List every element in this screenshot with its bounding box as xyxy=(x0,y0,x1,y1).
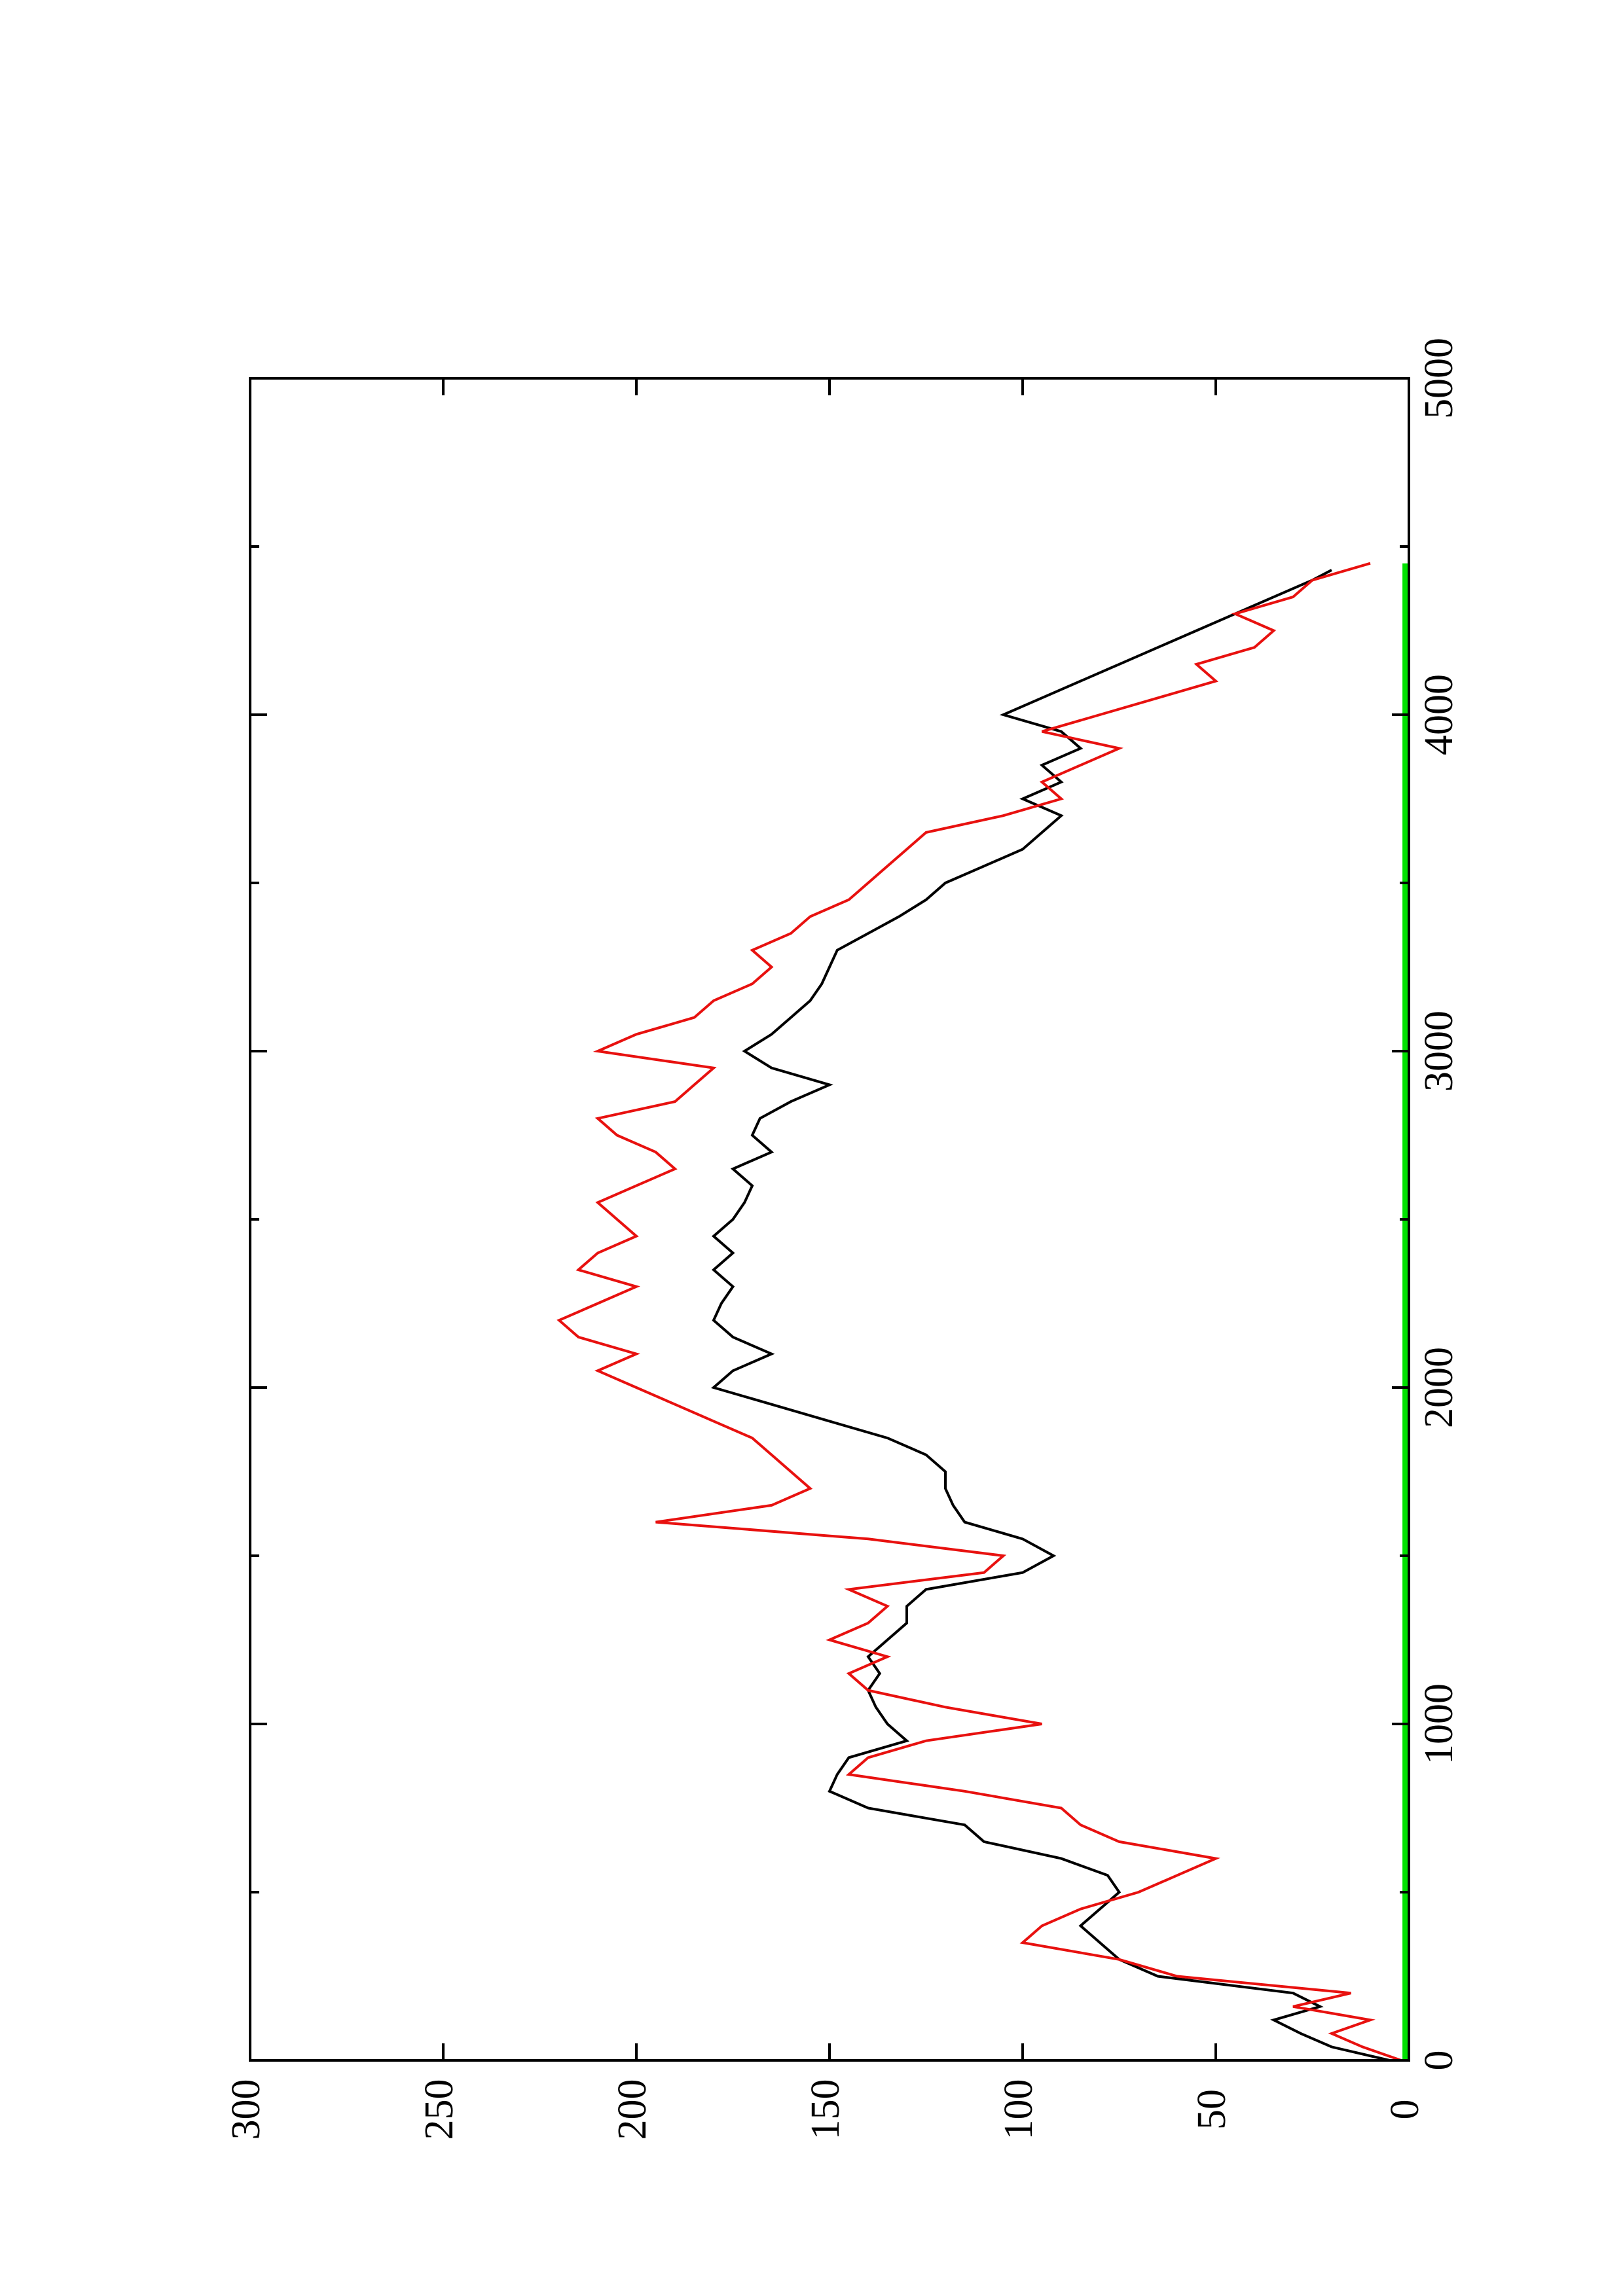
tick-labels-layer: 0 1000 2000 3000 4000 5000 0 50 100 150 200 250 300 xyxy=(224,338,1461,2140)
x-tick-label: 1000 xyxy=(1417,1683,1461,1765)
x-tick-label: 3000 xyxy=(1417,1011,1461,1092)
ticks-layer xyxy=(249,377,1410,2062)
series-line-1 xyxy=(710,569,1390,2062)
plot-area: 0 1000 2000 3000 4000 5000 0 50 100 150 200 250 300 xyxy=(224,338,1461,2140)
y-tick-label: 200 xyxy=(610,2079,655,2140)
y-tick-label: 0 xyxy=(1383,2100,1427,2120)
y-tick-label: 100 xyxy=(996,2079,1041,2140)
x-tick-label: 5000 xyxy=(1417,338,1461,419)
x-tick-label: 4000 xyxy=(1417,674,1461,755)
y-tick-label: 250 xyxy=(417,2079,462,2140)
x-tick-label: 0 xyxy=(1417,2051,1461,2071)
x-tick-label: 2000 xyxy=(1417,1347,1461,1428)
series-line-2 xyxy=(556,562,1402,2062)
y-tick-label: 150 xyxy=(803,2079,848,2140)
y-tick-label: 50 xyxy=(1190,2089,1234,2130)
series-layer xyxy=(556,562,1408,2062)
y-tick-label: 300 xyxy=(224,2079,268,2140)
